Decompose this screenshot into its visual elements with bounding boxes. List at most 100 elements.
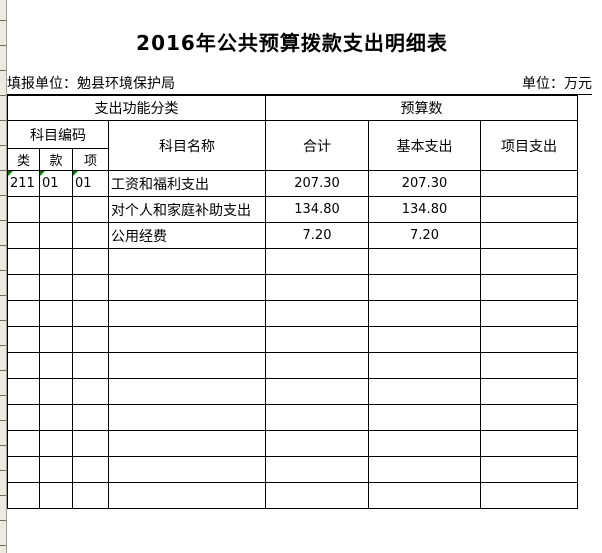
cell-empty[interactable] [265, 456, 369, 483]
cell-empty[interactable] [265, 482, 369, 509]
cell-basic-expense[interactable]: 207.30 [368, 170, 481, 197]
cell-empty[interactable] [108, 274, 266, 301]
cell-empty[interactable] [72, 430, 109, 457]
cell-empty[interactable] [265, 430, 369, 457]
cell-empty[interactable] [7, 326, 40, 353]
cell-code-section[interactable] [39, 196, 73, 223]
cell-empty[interactable] [39, 248, 73, 275]
cell-empty[interactable] [265, 378, 369, 405]
cell-empty[interactable] [265, 404, 369, 431]
cell-code-item[interactable] [72, 222, 109, 249]
cell-empty[interactable] [368, 352, 481, 379]
cell-empty[interactable] [7, 352, 40, 379]
cell-empty[interactable] [72, 456, 109, 483]
cell-empty[interactable] [72, 248, 109, 275]
cell-empty[interactable] [39, 326, 73, 353]
cell-empty[interactable] [39, 456, 73, 483]
cell-project-expense[interactable] [479, 170, 579, 197]
cell-code-section[interactable] [39, 222, 73, 249]
header-code-section[interactable]: 款 [39, 148, 73, 171]
cell-empty[interactable] [265, 326, 369, 353]
cell-empty[interactable] [368, 404, 481, 431]
cell-subject-name[interactable]: 公用经费 [108, 222, 266, 249]
cell-empty[interactable] [39, 352, 73, 379]
cell-empty[interactable] [265, 352, 369, 379]
cell-empty[interactable] [72, 378, 109, 405]
cell-empty[interactable] [7, 274, 40, 301]
cell-empty[interactable] [7, 404, 40, 431]
cell-basic-expense[interactable]: 134.80 [368, 196, 481, 223]
cell-total[interactable]: 207.30 [265, 170, 369, 197]
cell-empty[interactable] [479, 300, 579, 327]
cell-empty[interactable] [479, 248, 579, 275]
cell-total[interactable]: 7.20 [265, 222, 369, 249]
cell-project-expense[interactable] [479, 196, 579, 223]
header-subject-name[interactable]: 科目名称 [108, 120, 266, 171]
cell-empty[interactable] [108, 430, 266, 457]
cell-empty[interactable] [39, 482, 73, 509]
cell-empty[interactable] [7, 248, 40, 275]
cell-empty[interactable] [108, 248, 266, 275]
cell-empty[interactable] [7, 482, 40, 509]
cell-empty[interactable] [368, 326, 481, 353]
header-subject-code-group[interactable]: 科目编码 [7, 120, 109, 149]
cell-empty[interactable] [368, 378, 481, 405]
cell-empty[interactable] [108, 378, 266, 405]
cell-empty[interactable] [265, 300, 369, 327]
cell-empty[interactable] [108, 326, 266, 353]
cell-empty[interactable] [479, 430, 579, 457]
cell-total[interactable]: 134.80 [265, 196, 369, 223]
cell-empty[interactable] [265, 248, 369, 275]
cell-empty[interactable] [39, 378, 73, 405]
cell-empty[interactable] [7, 456, 40, 483]
header-function-class-group[interactable]: 支出功能分类 [7, 95, 266, 121]
cell-empty[interactable] [39, 274, 73, 301]
cell-code-class[interactable]: 211 [7, 170, 40, 197]
cell-empty[interactable] [479, 456, 579, 483]
cell-empty[interactable] [479, 404, 579, 431]
cell-empty[interactable] [479, 378, 579, 405]
cell-empty[interactable] [39, 300, 73, 327]
cell-empty[interactable] [7, 430, 40, 457]
header-basic-expense[interactable]: 基本支出 [368, 120, 481, 171]
cell-code-item[interactable]: 01 [72, 170, 109, 197]
cell-project-expense[interactable] [479, 222, 579, 249]
cell-empty[interactable] [108, 456, 266, 483]
cell-empty[interactable] [72, 404, 109, 431]
cell-empty[interactable] [72, 482, 109, 509]
cell-empty[interactable] [39, 430, 73, 457]
cell-empty[interactable] [39, 404, 73, 431]
cell-empty[interactable] [368, 482, 481, 509]
cell-empty[interactable] [108, 352, 266, 379]
cell-empty[interactable] [479, 352, 579, 379]
cell-empty[interactable] [108, 300, 266, 327]
cell-empty[interactable] [368, 430, 481, 457]
cell-empty[interactable] [108, 404, 266, 431]
cell-empty[interactable] [479, 274, 579, 301]
cell-empty[interactable] [7, 300, 40, 327]
cell-empty[interactable] [72, 274, 109, 301]
cell-code-class[interactable] [7, 196, 40, 223]
cell-empty[interactable] [368, 300, 481, 327]
cell-subject-name[interactable]: 对个人和家庭补助支出 [108, 196, 266, 223]
header-code-class[interactable]: 类 [7, 148, 40, 171]
cell-empty[interactable] [479, 482, 579, 509]
cell-empty[interactable] [368, 248, 481, 275]
cell-code-section[interactable]: 01 [39, 170, 73, 197]
cell-empty[interactable] [72, 300, 109, 327]
cell-subject-name[interactable]: 工资和福利支出 [108, 170, 266, 197]
cell-empty[interactable] [7, 378, 40, 405]
cell-empty[interactable] [368, 456, 481, 483]
header-total[interactable]: 合计 [265, 120, 369, 171]
cell-code-class[interactable] [7, 222, 40, 249]
cell-empty[interactable] [265, 274, 369, 301]
header-code-item[interactable]: 项 [72, 148, 109, 171]
cell-empty[interactable] [479, 326, 579, 353]
cell-basic-expense[interactable]: 7.20 [368, 222, 481, 249]
header-project-expense[interactable]: 项目支出 [479, 120, 579, 171]
cell-empty[interactable] [72, 352, 109, 379]
cell-code-item[interactable] [72, 196, 109, 223]
cell-empty[interactable] [368, 274, 481, 301]
header-budget-group[interactable]: 预算数 [264, 95, 579, 121]
cell-empty[interactable] [108, 482, 266, 509]
